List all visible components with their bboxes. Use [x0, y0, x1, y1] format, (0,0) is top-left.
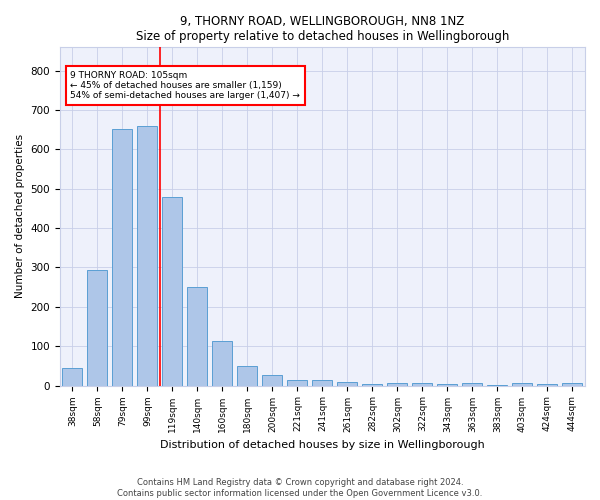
Bar [437, 384, 457, 386]
Y-axis label: Number of detached properties: Number of detached properties [15, 134, 25, 298]
Bar [287, 380, 307, 386]
Bar [562, 383, 583, 386]
Bar [538, 384, 557, 386]
Bar [112, 129, 133, 386]
X-axis label: Distribution of detached houses by size in Wellingborough: Distribution of detached houses by size … [160, 440, 485, 450]
Bar [212, 341, 232, 386]
Bar [362, 384, 382, 386]
Bar [388, 383, 407, 386]
Bar [187, 287, 208, 386]
Bar [238, 366, 257, 386]
Bar [137, 126, 157, 386]
Bar [88, 270, 107, 386]
Bar [262, 376, 283, 386]
Text: 9 THORNY ROAD: 105sqm
← 45% of detached houses are smaller (1,159)
54% of semi-d: 9 THORNY ROAD: 105sqm ← 45% of detached … [70, 70, 300, 101]
Title: 9, THORNY ROAD, WELLINGBOROUGH, NN8 1NZ
Size of property relative to detached ho: 9, THORNY ROAD, WELLINGBOROUGH, NN8 1NZ … [136, 15, 509, 43]
Bar [313, 380, 332, 386]
Bar [62, 368, 82, 386]
Text: Contains HM Land Registry data © Crown copyright and database right 2024.
Contai: Contains HM Land Registry data © Crown c… [118, 478, 482, 498]
Bar [512, 383, 532, 386]
Bar [463, 383, 482, 386]
Bar [337, 382, 358, 386]
Bar [412, 383, 433, 386]
Bar [163, 198, 182, 386]
